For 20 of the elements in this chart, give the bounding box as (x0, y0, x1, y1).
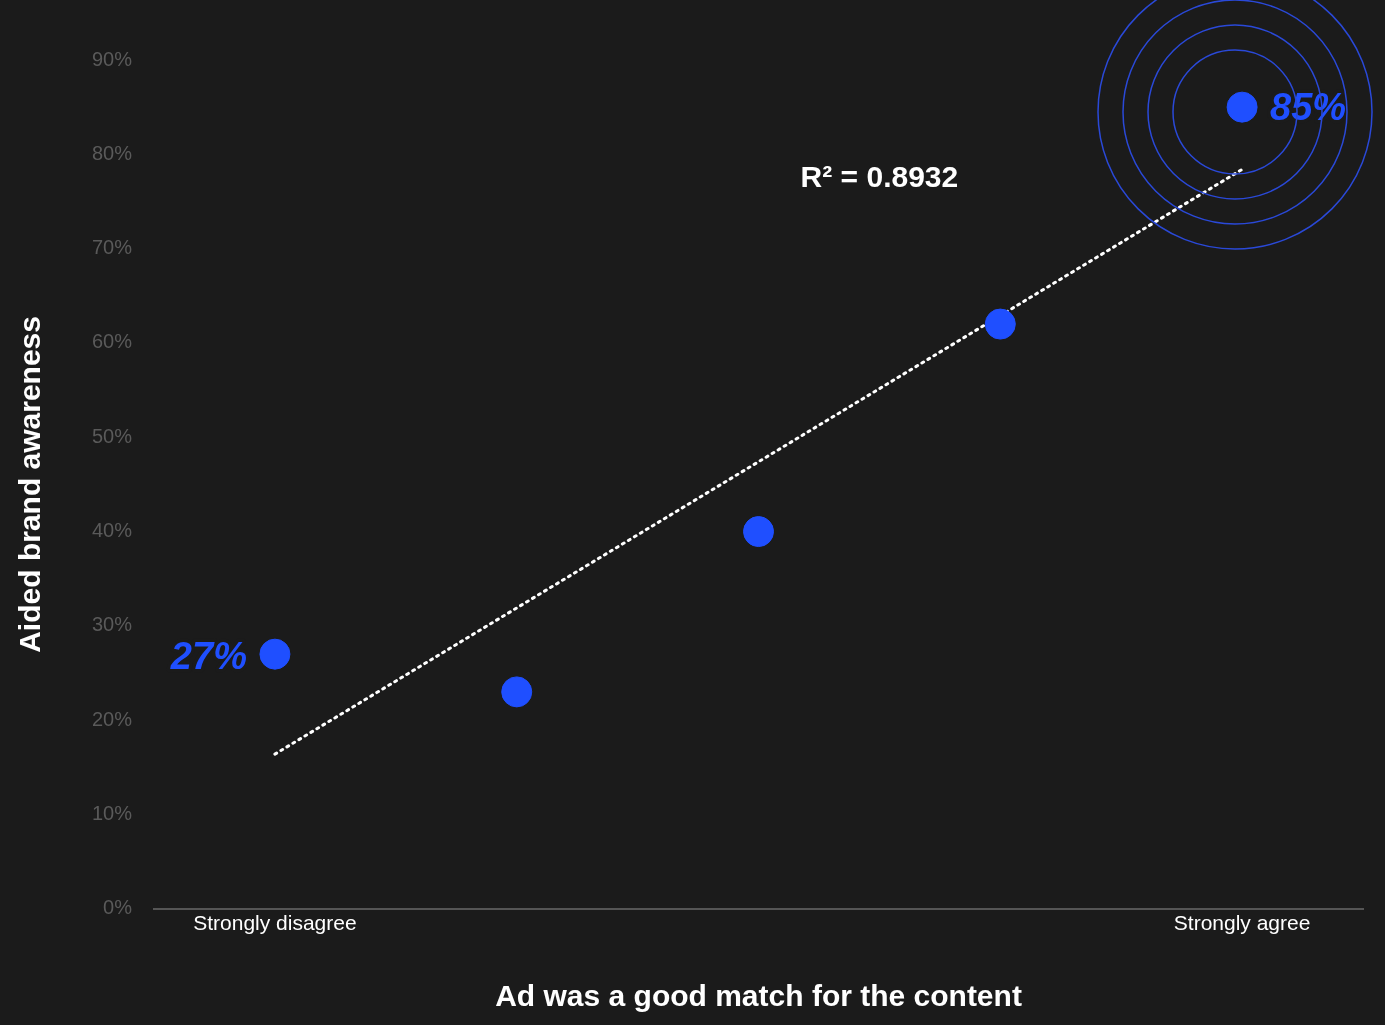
x-tick-label: Strongly agree (1173, 911, 1311, 935)
y-tick-label: 40% (92, 519, 133, 542)
point (259, 638, 291, 670)
annotation: R² = 0.8932 (800, 160, 959, 194)
x-axis-title: Ad was a good match for the content (495, 979, 1022, 1013)
y-tick-label: 30% (92, 613, 133, 636)
x-tick-label: Strongly disagree (193, 911, 357, 935)
point (984, 308, 1016, 340)
y-tick-label: 80% (92, 141, 133, 164)
point (501, 676, 533, 708)
y-tick-label: 20% (92, 707, 133, 730)
y-tick-label: 70% (92, 236, 133, 259)
y-tick-label: 50% (92, 424, 133, 447)
y-tick-label: 0% (103, 896, 133, 919)
y-tick-label: 90% (92, 47, 133, 70)
data-label: 27% (169, 634, 247, 677)
y-tick-label: 10% (92, 802, 133, 824)
y-tick-label: 60% (92, 330, 133, 353)
y-axis-title: Aided brand awareness (13, 316, 47, 653)
point (743, 516, 775, 548)
